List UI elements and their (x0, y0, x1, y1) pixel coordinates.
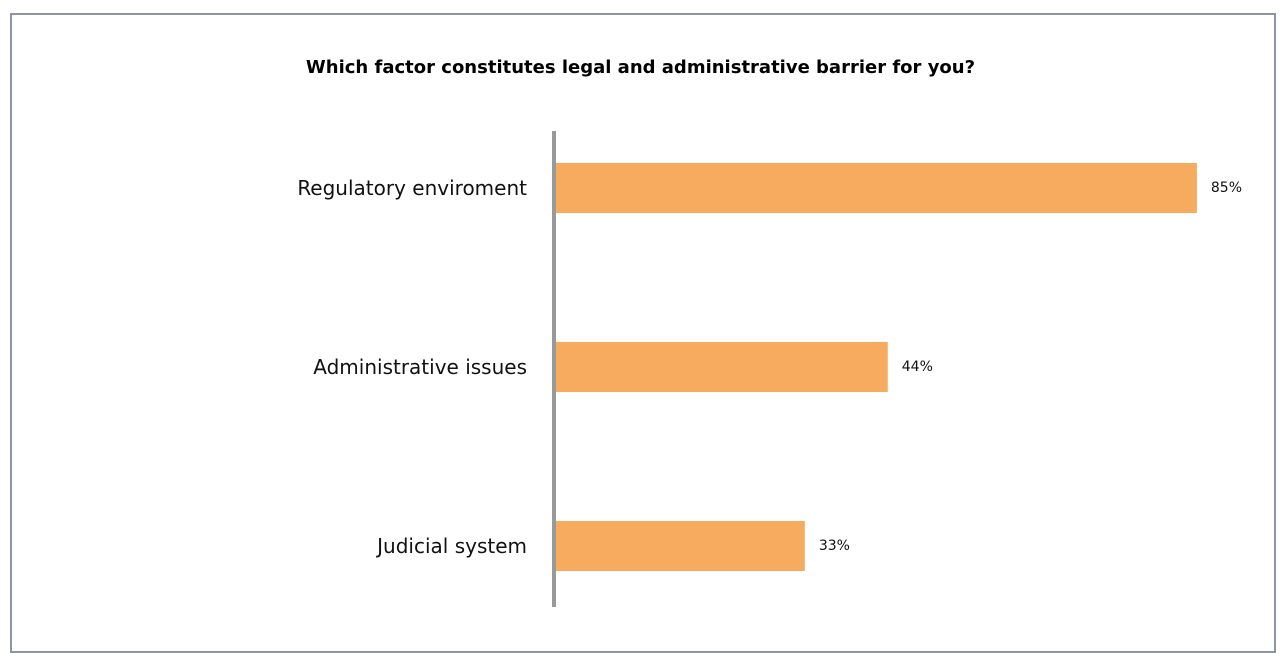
chart-title: Which factor constitutes legal and admin… (305, 57, 976, 78)
bar (556, 521, 805, 571)
category-label: Judicial system (375, 534, 527, 558)
value-label: 85% (1211, 180, 1242, 196)
category-label: Administrative issues (313, 355, 527, 379)
value-label: 33% (819, 538, 850, 554)
category-label: Regulatory enviroment (297, 176, 527, 200)
bar (556, 342, 888, 392)
value-label: 44% (902, 359, 933, 375)
bars-layer: Regulatory enviroment 85% Administrative i… (297, 163, 1242, 571)
bar (556, 163, 1197, 213)
